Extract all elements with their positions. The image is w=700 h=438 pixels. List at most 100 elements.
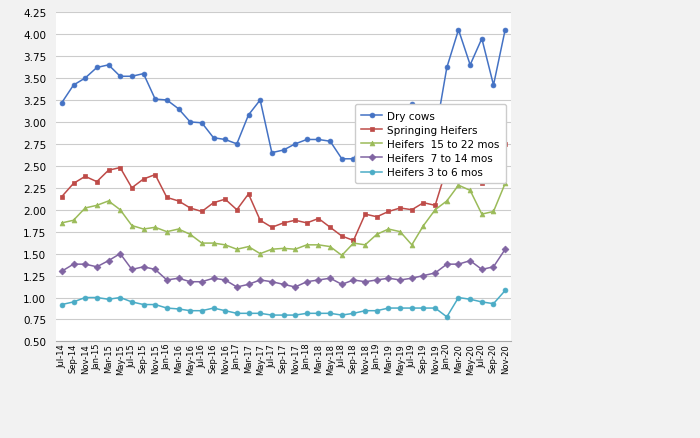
Springing Heifers — [279, 221, 288, 226]
Heifers  7 to 14 mos — [232, 285, 241, 290]
Springing Heifers — [209, 201, 218, 206]
Heifers 3 to 6 mos — [501, 288, 510, 293]
Heifers  15 to 22 mos — [69, 218, 78, 223]
Heifers 3 to 6 mos — [419, 306, 428, 311]
Line: Dry cows: Dry cows — [60, 28, 508, 162]
Heifers  15 to 22 mos — [232, 247, 241, 252]
Heifers  15 to 22 mos — [104, 199, 113, 204]
Heifers 3 to 6 mos — [291, 313, 300, 318]
Heifers 3 to 6 mos — [81, 295, 90, 300]
Heifers  15 to 22 mos — [186, 232, 195, 237]
Heifers  7 to 14 mos — [314, 278, 323, 283]
Dry cows — [69, 83, 78, 88]
Heifers 3 to 6 mos — [396, 306, 405, 311]
Legend: Dry cows, Springing Heifers, Heifers  15 to 22 mos, Heifers  7 to 14 mos, Heifer: Dry cows, Springing Heifers, Heifers 15 … — [355, 105, 506, 184]
Heifers 3 to 6 mos — [139, 302, 148, 307]
Dry cows — [221, 138, 230, 143]
Heifers  15 to 22 mos — [477, 212, 486, 217]
Heifers  7 to 14 mos — [104, 258, 113, 264]
Springing Heifers — [337, 234, 346, 239]
Dry cows — [92, 66, 101, 71]
Springing Heifers — [116, 166, 125, 171]
Heifers  15 to 22 mos — [501, 181, 510, 187]
Springing Heifers — [302, 221, 311, 226]
Heifers  7 to 14 mos — [127, 267, 136, 272]
Heifers 3 to 6 mos — [431, 306, 440, 311]
Heifers  7 to 14 mos — [501, 247, 510, 252]
Heifers  15 to 22 mos — [209, 241, 218, 246]
Heifers 3 to 6 mos — [466, 297, 475, 302]
Heifers  7 to 14 mos — [384, 276, 393, 281]
Heifers  15 to 22 mos — [431, 208, 440, 213]
Heifers 3 to 6 mos — [221, 308, 230, 314]
Heifers  15 to 22 mos — [302, 243, 311, 248]
Springing Heifers — [69, 181, 78, 187]
Heifers  7 to 14 mos — [256, 278, 265, 283]
Heifers  15 to 22 mos — [396, 230, 405, 235]
Heifers  15 to 22 mos — [384, 227, 393, 232]
Heifers  7 to 14 mos — [186, 279, 195, 285]
Springing Heifers — [361, 212, 370, 217]
Dry cows — [256, 98, 265, 103]
Dry cows — [186, 120, 195, 125]
Heifers 3 to 6 mos — [442, 314, 451, 320]
Heifers 3 to 6 mos — [116, 295, 125, 300]
Dry cows — [57, 101, 66, 106]
Dry cows — [279, 148, 288, 153]
Dry cows — [384, 129, 393, 134]
Heifers 3 to 6 mos — [337, 313, 346, 318]
Heifers  15 to 22 mos — [197, 241, 206, 246]
Heifers  7 to 14 mos — [407, 276, 416, 281]
Springing Heifers — [151, 173, 160, 178]
Heifers  15 to 22 mos — [57, 221, 66, 226]
Heifers  7 to 14 mos — [477, 267, 486, 272]
Heifers  7 to 14 mos — [151, 267, 160, 272]
Heifers  7 to 14 mos — [197, 279, 206, 285]
Heifers 3 to 6 mos — [57, 302, 66, 307]
Springing Heifers — [396, 206, 405, 211]
Dry cows — [174, 107, 183, 112]
Dry cows — [477, 37, 486, 42]
Heifers  15 to 22 mos — [151, 225, 160, 230]
Dry cows — [244, 113, 253, 118]
Heifers  7 to 14 mos — [174, 276, 183, 281]
Dry cows — [151, 97, 160, 102]
Dry cows — [466, 63, 475, 68]
Dry cows — [349, 157, 358, 162]
Springing Heifers — [232, 208, 241, 213]
Heifers  15 to 22 mos — [419, 223, 428, 229]
Heifers 3 to 6 mos — [186, 308, 195, 314]
Heifers 3 to 6 mos — [197, 308, 206, 314]
Heifers 3 to 6 mos — [384, 306, 393, 311]
Heifers  7 to 14 mos — [267, 279, 276, 285]
Dry cows — [407, 102, 416, 108]
Springing Heifers — [466, 148, 475, 153]
Heifers  7 to 14 mos — [279, 282, 288, 287]
Heifers  7 to 14 mos — [221, 278, 230, 283]
Dry cows — [232, 142, 241, 147]
Springing Heifers — [349, 238, 358, 244]
Heifers  7 to 14 mos — [466, 258, 475, 264]
Heifers 3 to 6 mos — [174, 307, 183, 312]
Heifers  7 to 14 mos — [337, 282, 346, 287]
Heifers  7 to 14 mos — [69, 262, 78, 267]
Heifers  7 to 14 mos — [372, 278, 381, 283]
Heifers  7 to 14 mos — [209, 276, 218, 281]
Heifers  7 to 14 mos — [442, 262, 451, 267]
Heifers 3 to 6 mos — [267, 313, 276, 318]
Dry cows — [81, 76, 90, 81]
Dry cows — [396, 120, 405, 125]
Heifers 3 to 6 mos — [232, 311, 241, 316]
Heifers 3 to 6 mos — [256, 311, 265, 316]
Heifers  7 to 14 mos — [291, 285, 300, 290]
Springing Heifers — [267, 225, 276, 230]
Heifers 3 to 6 mos — [477, 300, 486, 305]
Heifers  15 to 22 mos — [326, 244, 335, 250]
Heifers 3 to 6 mos — [361, 308, 370, 314]
Dry cows — [197, 121, 206, 126]
Heifers 3 to 6 mos — [302, 311, 311, 316]
Springing Heifers — [162, 195, 171, 201]
Heifers 3 to 6 mos — [92, 295, 101, 300]
Heifers  15 to 22 mos — [291, 247, 300, 252]
Dry cows — [302, 138, 311, 143]
